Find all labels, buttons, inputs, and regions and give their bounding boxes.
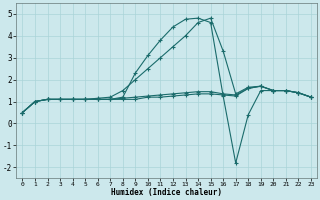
X-axis label: Humidex (Indice chaleur): Humidex (Indice chaleur) — [111, 188, 222, 197]
